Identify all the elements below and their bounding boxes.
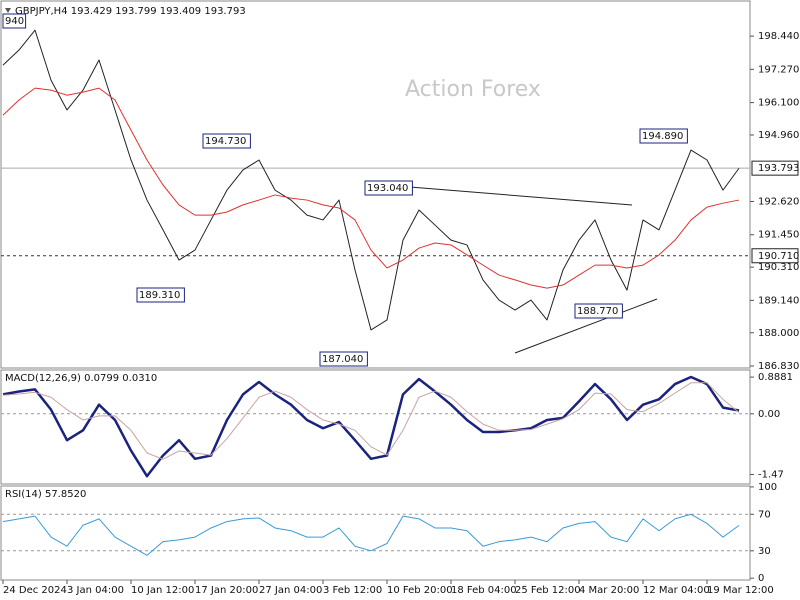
series-line — [2, 375, 740, 478]
y-tick-label: 100 — [758, 482, 777, 493]
panel-title: RSI(14) 57.8520 — [5, 489, 86, 500]
annotation-box — [639, 128, 688, 144]
y-tick-label: 198.440 — [758, 31, 799, 42]
x-tick-label: 10 Jan 12:00 — [131, 585, 194, 596]
series-line — [2, 513, 740, 556]
y-tick-label: 190.310 — [758, 262, 799, 273]
annotation-label: 187.040 — [322, 354, 363, 365]
series-line — [2, 29, 740, 331]
y-tick-label: 186.830 — [758, 361, 799, 372]
y-tick-label: 0 — [758, 573, 764, 584]
level-label: 190.710 — [758, 251, 799, 262]
annotation-box — [574, 303, 623, 319]
annotation-box — [136, 287, 185, 303]
x-tick-label: 27 Jan 04:00 — [259, 585, 322, 596]
annotation-box — [319, 351, 368, 367]
x-tick-label: 18 Feb 04:00 — [451, 585, 517, 596]
x-tick-label: 17 Jan 20:00 — [195, 585, 258, 596]
x-tick-label: 3 Feb 12:00 — [323, 585, 382, 596]
annotation-label: 194.730 — [205, 136, 246, 147]
annotation-label: 194.890 — [642, 131, 683, 142]
y-tick-label: 188.000 — [758, 328, 799, 339]
annotation-box — [364, 180, 413, 196]
y-tick-label: 197.270 — [758, 64, 799, 75]
annotation-label: 188.770 — [577, 306, 618, 317]
level-box — [751, 248, 799, 264]
y-tick-label: 189.140 — [758, 295, 799, 306]
x-tick-label: 12 Mar 04:00 — [643, 585, 710, 596]
y-tick-label: 196.100 — [758, 98, 799, 109]
panel-title: GBPJPY,H4 193.429 193.799 193.409 193.79… — [15, 6, 246, 17]
x-tick-label: 24 Dec 2024 — [3, 585, 67, 596]
price-panel — [0, 0, 751, 369]
y-tick-label: 70 — [758, 509, 771, 520]
x-tick-label: 3 Jan 04:00 — [67, 585, 124, 596]
annotation-box — [2, 13, 27, 29]
watermark: Action Forex — [405, 77, 541, 102]
y-tick-label: 192.620 — [758, 196, 799, 207]
panel-title: MACD(12,26,9) 0.0799 0.0310 — [5, 373, 157, 384]
y-tick-label: 30 — [758, 546, 771, 557]
series-line — [2, 87, 740, 289]
y-tick-label: -1.47 — [758, 470, 784, 481]
y-tick-label: 0.8881 — [758, 372, 793, 383]
trendline — [514, 298, 658, 354]
rsi-panel — [0, 485, 751, 581]
x-tick-label: 19 Mar 12:00 — [707, 585, 774, 596]
y-tick-label: 191.450 — [758, 230, 799, 241]
series-line — [2, 382, 740, 460]
y-tick-label: 0.00 — [758, 409, 780, 420]
last-price-box — [751, 160, 799, 176]
x-tick-label: 4 Mar 20:00 — [579, 585, 639, 596]
annotation-box — [202, 133, 251, 149]
last-price-label: 193.793 — [758, 163, 799, 174]
annotation-label: 193.040 — [367, 183, 408, 194]
annotation-label: 189.310 — [139, 290, 180, 301]
x-tick-label: 10 Feb 20:00 — [387, 585, 453, 596]
macd-panel — [0, 369, 751, 485]
y-tick-label: 194.960 — [758, 130, 799, 141]
annotation-label: 940 — [5, 16, 24, 27]
trendline — [409, 186, 633, 206]
x-tick-label: 25 Feb 12:00 — [515, 585, 581, 596]
dropdown-icon — [5, 8, 11, 13]
